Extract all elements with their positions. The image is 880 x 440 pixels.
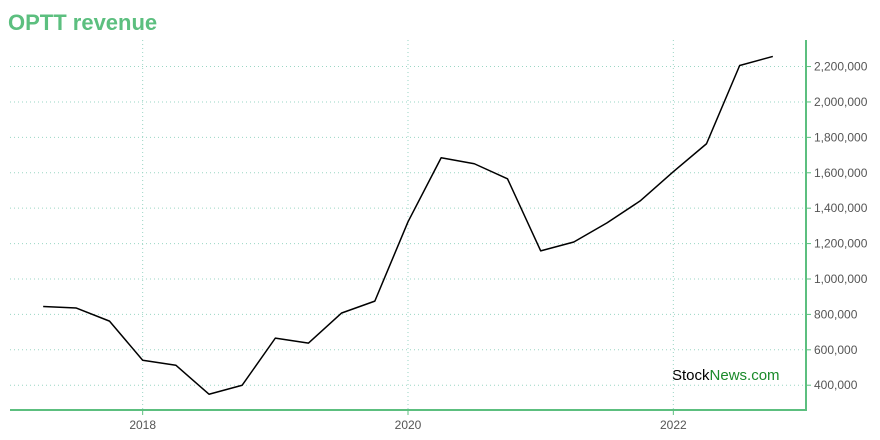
x-tick-label: 2020 [395, 418, 422, 432]
y-tick-label: 1,200,000 [814, 237, 868, 251]
x-tick-label: 2022 [660, 418, 687, 432]
watermark-suffix: News.com [710, 367, 780, 384]
chart-title: OPTT revenue [8, 10, 157, 35]
watermark-brand: Stock [672, 367, 710, 384]
line-series [43, 55, 774, 395]
y-tick-label: 1,400,000 [814, 201, 868, 215]
y-tick-label: 800,000 [814, 307, 858, 321]
y-tick-label: 600,000 [814, 343, 858, 357]
watermark: StockNews.com [672, 367, 780, 384]
x-tick-label: 2018 [129, 418, 156, 432]
y-tick-label: 1,800,000 [814, 130, 868, 144]
y-tick-label: 1,600,000 [814, 166, 868, 180]
grid [10, 40, 806, 410]
y-tick-label: 1,000,000 [814, 272, 868, 286]
y-tick-label: 2,200,000 [814, 60, 868, 74]
y-tick-label: 400,000 [814, 378, 858, 392]
y-tick-label: 2,000,000 [814, 95, 868, 109]
